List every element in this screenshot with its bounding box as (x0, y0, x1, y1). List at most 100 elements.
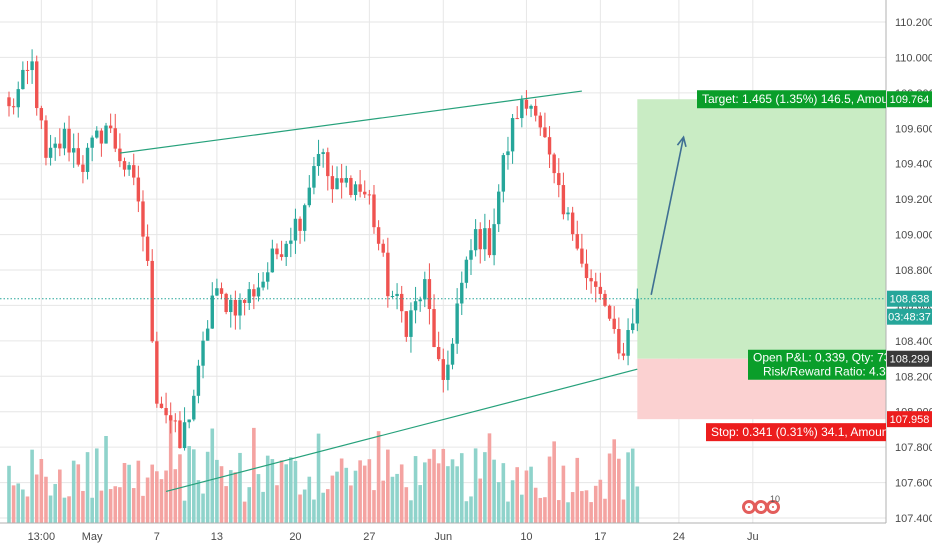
candle-body (53, 143, 57, 148)
volume-bar (483, 452, 487, 523)
candle-body (566, 212, 570, 215)
stop-label-box[interactable] (706, 423, 896, 442)
candle-body (76, 148, 80, 165)
projection-arrow[interactable] (650, 136, 685, 295)
candle-body (25, 69, 30, 71)
candle-body (11, 106, 16, 108)
upper-trendline[interactable] (119, 90, 582, 154)
volume-bar (381, 480, 386, 523)
candle-body (58, 143, 62, 149)
volume-bar (104, 435, 108, 523)
volume-bar (187, 446, 191, 523)
candle-body (363, 191, 367, 195)
candle-body (492, 224, 496, 256)
volume-bar (492, 459, 496, 523)
candle-body (284, 243, 288, 257)
entry-price-tag: 108.299 (887, 350, 932, 367)
volume-bar (270, 459, 275, 523)
volume-bar (538, 497, 543, 523)
x-tick-label: Ju (747, 531, 759, 543)
candle-body (538, 115, 542, 128)
volume-bar (219, 466, 224, 523)
candle-body (192, 395, 196, 420)
volume-bar (256, 474, 261, 523)
volume-bar (529, 466, 533, 523)
volume-bar (58, 469, 62, 523)
volume-bar (469, 496, 473, 523)
candle-body (469, 250, 473, 260)
candle-body (335, 178, 339, 190)
candle-body (543, 127, 547, 138)
y-tick-label: 110.200 (895, 17, 932, 29)
price-tag-layer: 109.764 108.638 03:48:37 108.299 107.958 (887, 91, 932, 428)
volume-bar (136, 460, 141, 523)
candle-body (229, 299, 233, 313)
volume-bar (265, 455, 270, 523)
candle-body (275, 248, 279, 255)
candle-body (455, 303, 459, 344)
volume-bar (427, 458, 432, 523)
candle-body (196, 365, 201, 396)
volume-bar (205, 451, 210, 523)
candle-body (118, 148, 122, 162)
volume-bar (409, 500, 413, 523)
x-tick-label: 10 (520, 531, 532, 543)
volume-bar (131, 488, 136, 523)
volume-bar (575, 457, 580, 523)
volume-bar (168, 416, 173, 523)
candle-body (483, 228, 487, 250)
candle-body (506, 151, 510, 156)
candle-body (312, 166, 316, 188)
volume-bar (53, 484, 57, 523)
volume-bar (141, 495, 145, 523)
x-tick-label: 13:00 (28, 531, 56, 543)
volume-bar (233, 472, 238, 523)
volume-bar (228, 470, 233, 523)
y-tick-label: 108.800 (895, 265, 932, 277)
volume-bar (533, 487, 538, 523)
candle-body (90, 137, 94, 148)
candle-body (450, 343, 455, 365)
volume-bar (312, 499, 316, 523)
volume-bar (635, 486, 640, 523)
candle-body (187, 419, 191, 423)
x-tick-label: 27 (363, 531, 375, 543)
bar-countdown-tag: 03:48:37 (887, 308, 932, 325)
volume-bar (316, 433, 321, 523)
candle-body (570, 212, 575, 235)
volume-bar (7, 465, 11, 523)
candle-layer (7, 49, 640, 451)
lower-trendline[interactable] (165, 368, 638, 493)
current-price-tag-bg (887, 290, 932, 307)
candle-body (178, 420, 182, 449)
volume-bar (441, 448, 446, 523)
pnl-label-box[interactable] (748, 349, 888, 380)
candle-body (30, 61, 34, 71)
candle-body (113, 128, 117, 149)
candle-body (67, 128, 71, 153)
candle-body (104, 125, 108, 144)
candle-body (381, 243, 385, 253)
volume-bar (127, 464, 131, 523)
volume-layer (7, 416, 640, 523)
candle-body (515, 118, 519, 120)
volume-bar (450, 459, 455, 523)
target-zone[interactable] (637, 99, 886, 359)
volume-bar (21, 489, 25, 523)
candle-body (427, 279, 432, 310)
volume-bar (76, 464, 81, 523)
candle-body (127, 165, 131, 170)
x-tick-label: 24 (673, 531, 685, 543)
candle-body (594, 281, 598, 287)
candle-body (464, 259, 469, 283)
candle-body (81, 164, 85, 172)
target-price-tag-text: 109.764 (890, 94, 930, 106)
target-label-box[interactable] (697, 90, 897, 109)
volume-bar (39, 458, 44, 523)
candle-body (423, 279, 427, 300)
candle-body (21, 69, 25, 90)
candle-body (557, 173, 561, 186)
volume-bar (367, 459, 372, 523)
